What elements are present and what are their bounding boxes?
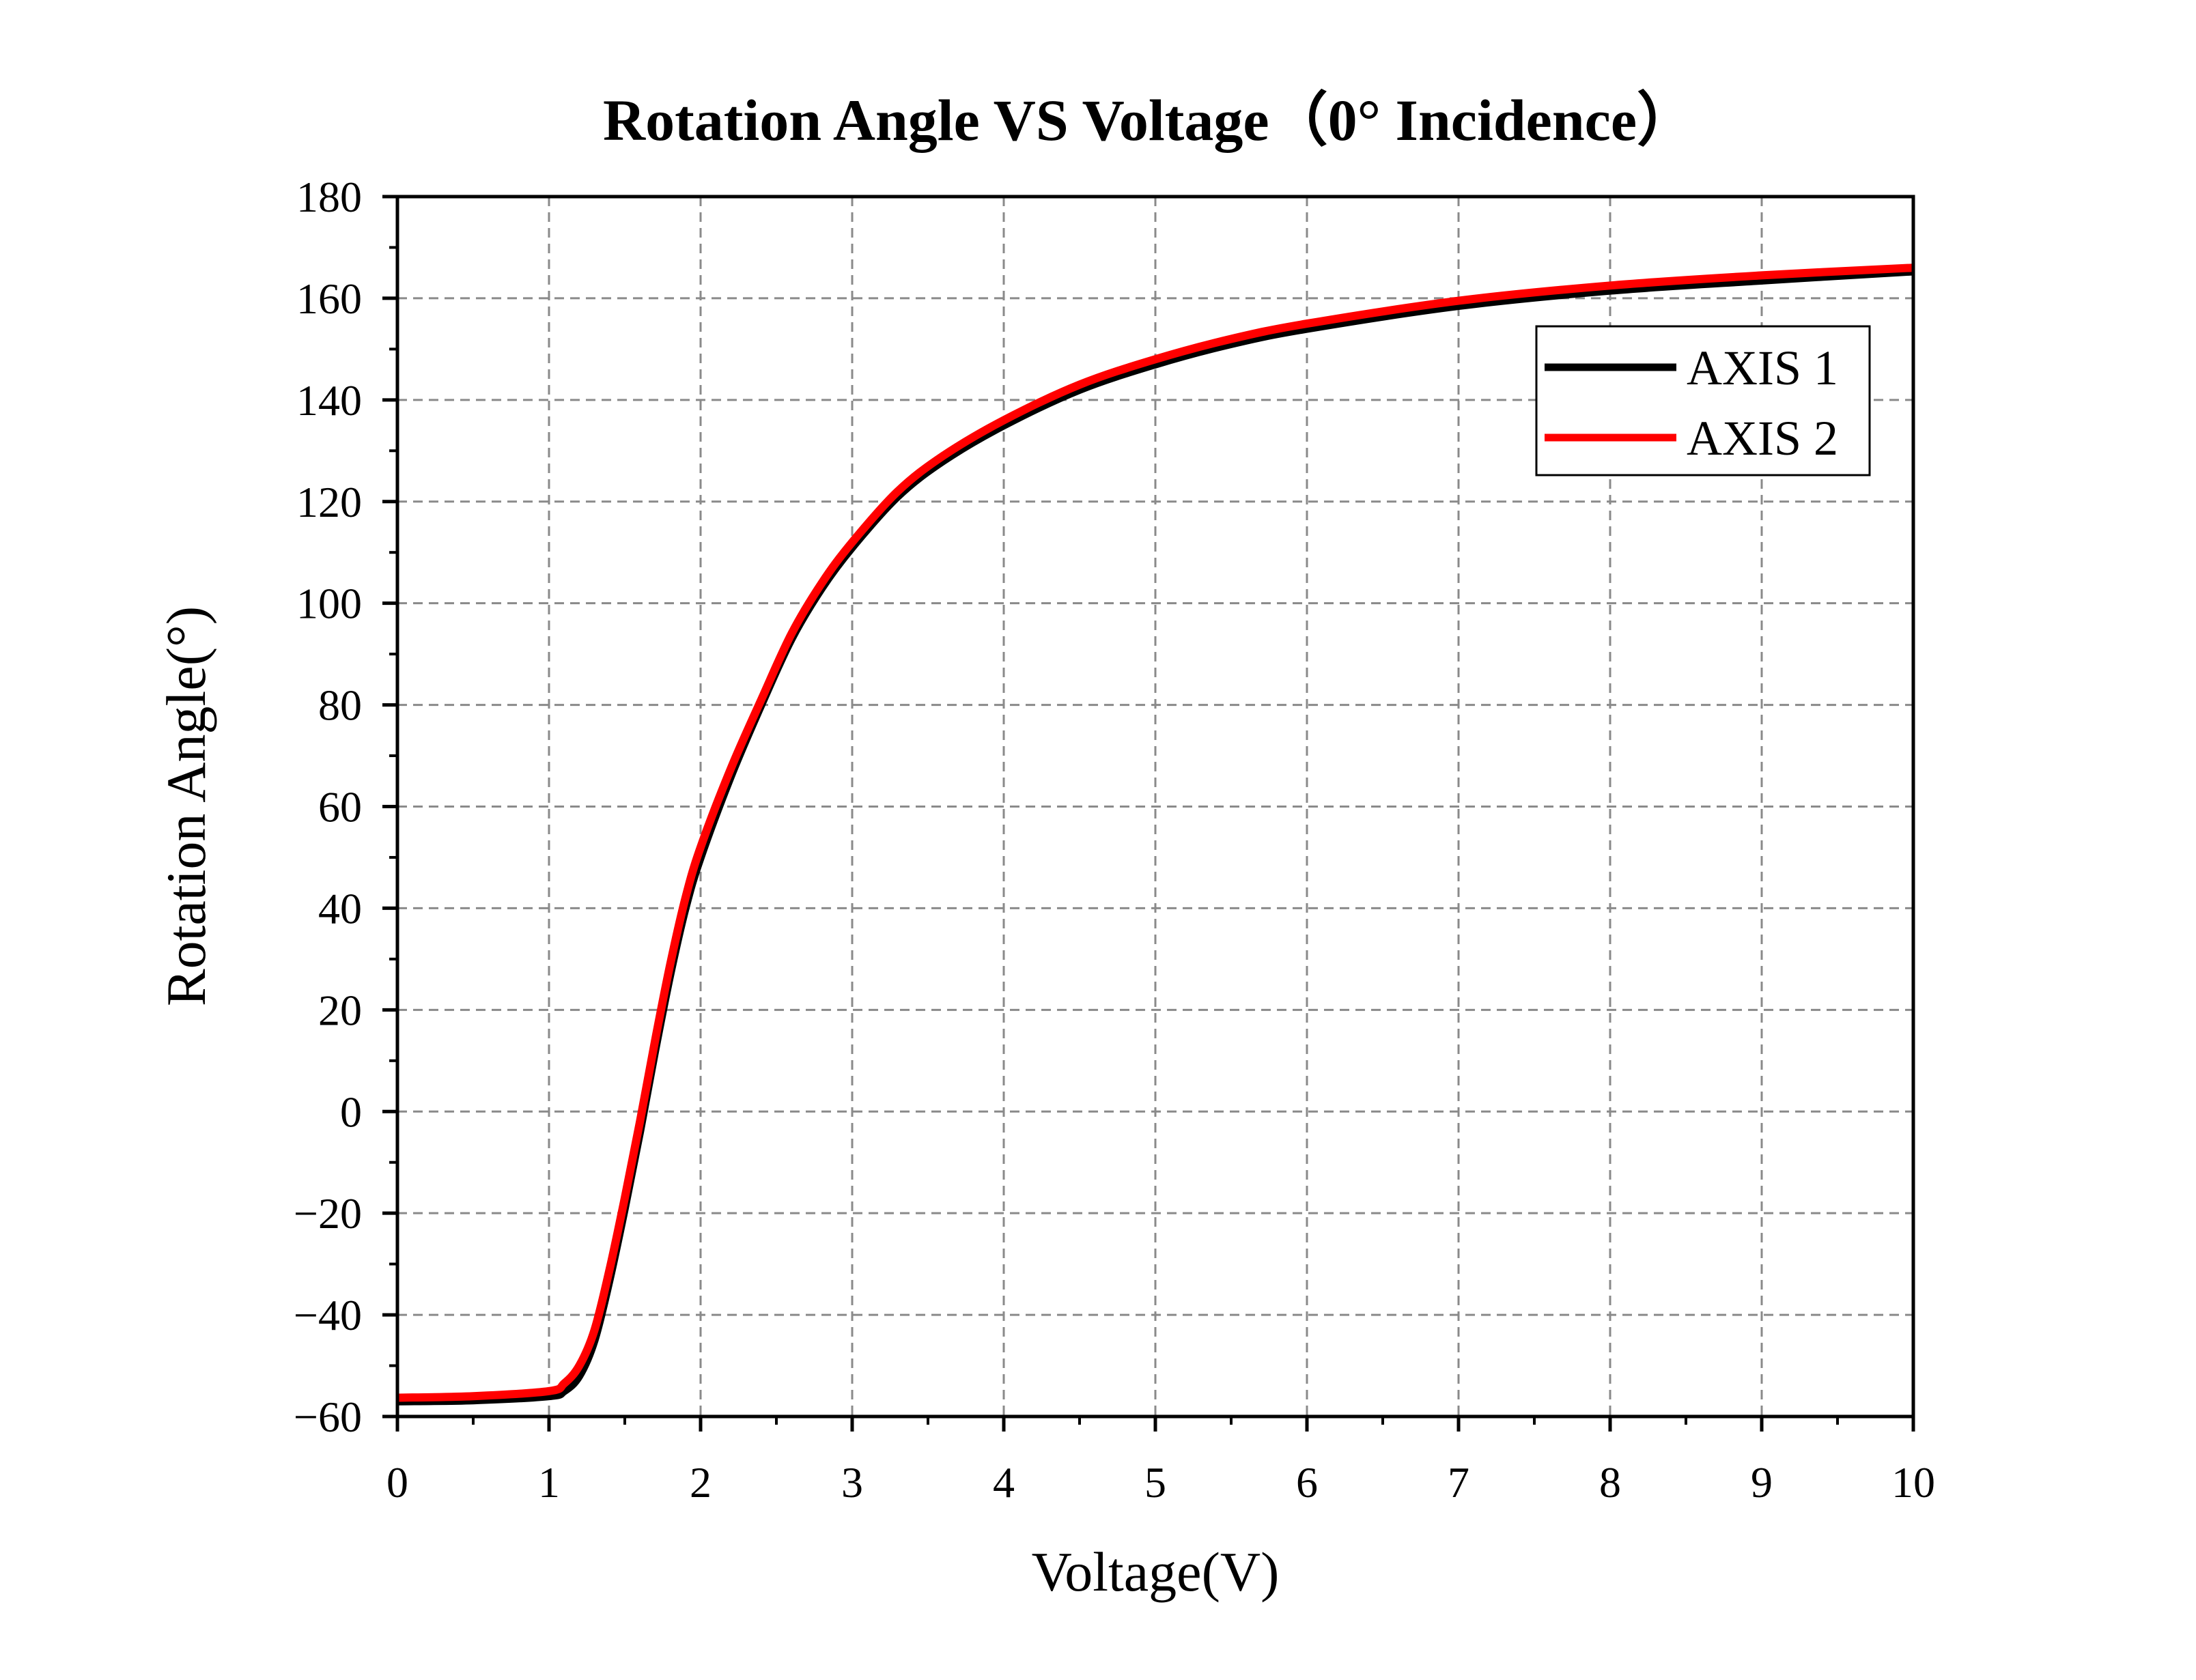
- y-tick-label: 140: [296, 376, 362, 425]
- x-tick-label: 0: [386, 1458, 408, 1507]
- x-tick-label: 5: [1144, 1458, 1166, 1507]
- y-tick-label: 0: [340, 1087, 362, 1136]
- x-tick-label: 3: [841, 1458, 863, 1507]
- y-tick-label: −40: [294, 1291, 362, 1339]
- y-tick-label: −60: [294, 1393, 362, 1441]
- y-tick-label: 20: [318, 986, 362, 1034]
- axis-ticks: [382, 195, 1915, 1432]
- x-tick-label: 10: [1891, 1458, 1935, 1507]
- plot-series: [397, 264, 1914, 1406]
- chart-title: Rotation Angle VS Voltage（0° Incidence）: [603, 87, 1695, 153]
- x-tick-label: 9: [1751, 1458, 1773, 1507]
- legend-box: [1535, 325, 1871, 476]
- y-tick-labels: −60 −40 −20 0 20 40 60 80 100 120 140 160 180: [294, 173, 362, 1441]
- y-tick-label: −20: [294, 1189, 362, 1238]
- x-tick-label: 4: [993, 1458, 1015, 1507]
- y-tick-label: 40: [318, 884, 362, 932]
- x-tick-label: 2: [690, 1458, 712, 1507]
- y-tick-label: 100: [296, 580, 362, 628]
- y-tick-label: 80: [318, 681, 362, 730]
- x-tick-label: 6: [1296, 1458, 1318, 1507]
- x-tick-labels: 0 1 2 3 4 5 6 7 8 9 10: [386, 1458, 1935, 1507]
- y-tick-label: 180: [296, 173, 362, 221]
- y-tick-label: 160: [296, 274, 362, 323]
- legend: AXIS 1 AXIS 2: [1535, 325, 1871, 476]
- x-tick-label: 7: [1448, 1458, 1469, 1507]
- series-line-axis-2: [397, 264, 1914, 1402]
- legend-label-axis-1: AXIS 1: [1687, 341, 1838, 395]
- x-tick-label: 8: [1599, 1458, 1621, 1507]
- x-tick-label: 1: [538, 1458, 560, 1507]
- x-axis-label: Voltage(V): [1032, 1541, 1280, 1603]
- y-tick-label: 60: [318, 783, 362, 831]
- y-axis-label: Rotation Angle(°): [155, 606, 217, 1006]
- legend-label-axis-2: AXIS 2: [1687, 411, 1838, 466]
- y-tick-label: 120: [296, 478, 362, 526]
